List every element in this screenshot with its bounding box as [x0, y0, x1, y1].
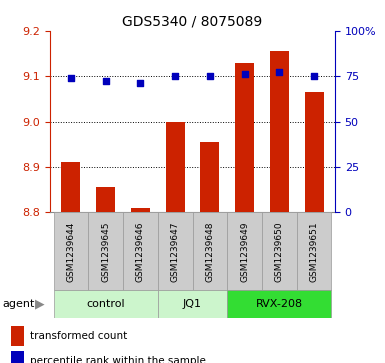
Bar	[131, 208, 150, 212]
Text: GSM1239649: GSM1239649	[240, 221, 249, 282]
Bar	[235, 62, 254, 212]
Bar	[158, 212, 192, 290]
Point	[68, 76, 74, 81]
Point	[276, 69, 283, 75]
Bar	[96, 187, 115, 212]
Bar	[54, 212, 88, 290]
Text: percentile rank within the sample: percentile rank within the sample	[30, 356, 206, 363]
Text: GSM1239646: GSM1239646	[136, 221, 145, 282]
Bar	[123, 212, 158, 290]
Text: GSM1239644: GSM1239644	[66, 221, 75, 282]
Text: agent: agent	[2, 299, 34, 309]
Bar	[88, 212, 123, 290]
Text: ▶: ▶	[35, 298, 45, 310]
Title: GDS5340 / 8075089: GDS5340 / 8075089	[122, 14, 263, 28]
Bar	[54, 290, 158, 318]
Bar	[166, 122, 185, 212]
Bar	[192, 212, 227, 290]
Bar	[297, 212, 331, 290]
Text: GSM1239648: GSM1239648	[205, 221, 214, 282]
Text: transformed count: transformed count	[30, 331, 127, 341]
Bar	[270, 51, 289, 212]
Bar	[262, 212, 297, 290]
Text: control: control	[86, 299, 125, 309]
Bar	[227, 212, 262, 290]
Text: GSM1239650: GSM1239650	[275, 221, 284, 282]
Text: RVX-208: RVX-208	[256, 299, 303, 309]
Bar	[12, 351, 24, 363]
Bar	[305, 92, 324, 212]
Bar	[227, 290, 331, 318]
Point	[311, 73, 317, 79]
Point	[241, 71, 248, 77]
Text: GSM1239647: GSM1239647	[171, 221, 180, 282]
Text: JQ1: JQ1	[183, 299, 202, 309]
Text: GSM1239651: GSM1239651	[310, 221, 319, 282]
Bar	[12, 326, 24, 346]
Text: GSM1239645: GSM1239645	[101, 221, 110, 282]
Bar	[200, 142, 219, 212]
Point	[102, 78, 109, 84]
Bar	[158, 290, 227, 318]
Point	[207, 73, 213, 79]
Bar	[61, 163, 80, 212]
Point	[137, 80, 144, 86]
Point	[172, 73, 178, 79]
